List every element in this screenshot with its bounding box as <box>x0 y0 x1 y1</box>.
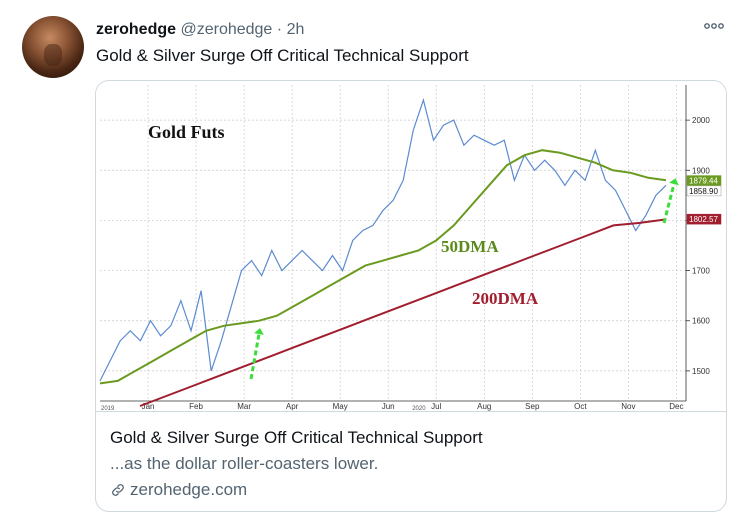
avatar[interactable] <box>22 16 84 78</box>
y-tick-label: 1700 <box>692 267 710 276</box>
card-domain-text: zerohedge.com <box>130 480 248 499</box>
link-icon <box>112 484 124 496</box>
x-tick-label: Feb <box>189 402 203 411</box>
green-arrow-november <box>662 183 676 224</box>
x-tick-label: Dec <box>669 402 683 411</box>
y-tick-label: 1600 <box>692 317 710 326</box>
card-title[interactable]: Gold & Silver Surge Off Critical Technic… <box>110 428 483 447</box>
green-arrow-march <box>249 333 261 380</box>
series-line-50dma <box>99 149 667 385</box>
handle[interactable]: @zerohedge <box>180 21 273 38</box>
x-tick-label: Sep <box>525 402 540 411</box>
price-label: 1802.57 <box>689 215 718 224</box>
x-tick-label: Jun <box>382 402 395 411</box>
y-tick-label: 2000 <box>692 116 710 125</box>
year-label: 2020 <box>412 406 426 411</box>
price-label: 1879.44 <box>689 177 718 186</box>
y-tick-label: 1500 <box>692 367 710 376</box>
x-tick-label: Aug <box>477 402 491 411</box>
more-horizontal-icon[interactable] <box>703 18 725 34</box>
series-line-gold-futs <box>99 97 667 382</box>
card-domain[interactable]: zerohedge.com <box>110 480 247 500</box>
price-label-box <box>686 185 722 197</box>
x-tick-label: Jul <box>431 402 441 411</box>
x-tick-label: May <box>333 402 348 411</box>
price-label: 1858.90 <box>689 187 718 196</box>
card-divider <box>96 411 726 412</box>
price-label-box <box>686 175 722 186</box>
chart-title: Gold Futs <box>148 122 225 142</box>
card-description: ...as the dollar roller-coasters lower. <box>110 454 379 473</box>
x-tick-label: Jan <box>142 402 155 411</box>
display-name[interactable]: zerohedge <box>96 21 177 38</box>
link-card[interactable]: 150016001700180019002000JanFebMarAprMayJ… <box>95 80 727 512</box>
x-tick-label: Oct <box>574 402 587 411</box>
separator-dot: · <box>276 21 283 38</box>
x-tick-label: Mar <box>237 402 251 411</box>
annotation-50dma: 50DMA <box>441 237 499 256</box>
tweet-text: Gold & Silver Surge Off Critical Technic… <box>96 46 469 65</box>
tweet-header: zerohedge @zerohedge · 2h <box>96 21 304 39</box>
gold-futures-chart: 150016001700180019002000JanFebMarAprMayJ… <box>96 81 726 411</box>
green-arrow-november-head <box>669 178 679 186</box>
green-arrow-march-head <box>254 328 264 335</box>
timestamp[interactable]: 2h <box>286 21 305 38</box>
x-tick-label: Nov <box>621 402 635 411</box>
annotation-200dma: 200DMA <box>472 289 539 308</box>
y-tick-label: 1900 <box>692 166 710 175</box>
year-label: 2019 <box>101 406 115 411</box>
price-label-box <box>686 213 722 225</box>
series-line-200dma <box>139 218 667 407</box>
x-tick-label: Apr <box>286 402 299 411</box>
